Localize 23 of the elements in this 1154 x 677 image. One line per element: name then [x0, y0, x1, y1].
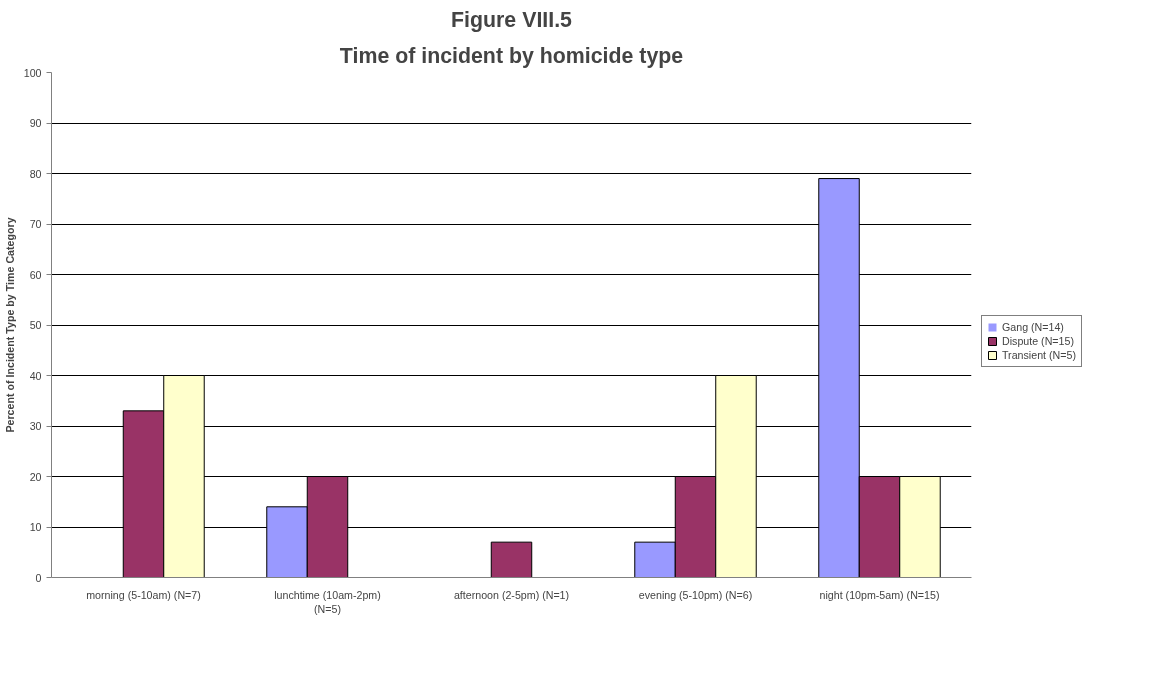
bar: [490, 541, 533, 578]
y-tick-label: 100: [23, 66, 42, 79]
y-tick-label: 40: [29, 369, 42, 382]
x-tick-label: night (10pm-5am) (N=15): [819, 588, 940, 601]
y-tick-label: 70: [29, 218, 42, 230]
x-tick-label: lunchtime (10am-2pm) (N=5): [274, 588, 381, 615]
legend-label: Gang (N=14): [1002, 321, 1064, 333]
legend-label: Transient (N=5): [1002, 349, 1076, 361]
y-tick-label: 0: [35, 571, 42, 584]
y-tick-label: 30: [29, 420, 42, 432]
y-tick-label: 90: [29, 117, 42, 129]
y-tick-label: 50: [29, 319, 42, 331]
y-tick-label: 20: [29, 470, 42, 483]
y-tick-label: 80: [29, 167, 42, 180]
y-axis-title: Percent of Incident Type by Time Category: [3, 217, 16, 433]
chart-title: Figure VIII.5: [451, 7, 573, 32]
chart-subtitle: Time of incident by homicide type: [339, 43, 684, 68]
y-tick-label: 10: [29, 521, 42, 533]
x-tick-label: afternoon (2-5pm) (N=1): [453, 588, 570, 601]
x-tick-label: evening (5-10pm) (N=6): [638, 588, 753, 601]
legend-label: Dispute (N=15): [1002, 335, 1074, 347]
y-tick-label: 60: [29, 268, 42, 281]
x-tick-label: morning (5-10am) (N=7): [86, 588, 201, 601]
